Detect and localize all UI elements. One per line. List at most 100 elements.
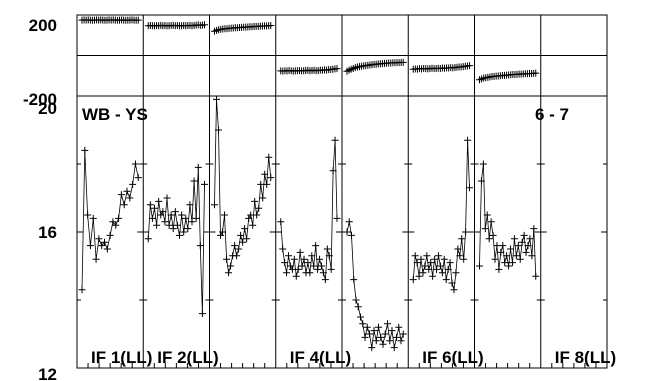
data-point [89,214,97,222]
series-amp-col-3 [211,95,275,277]
data-point [366,330,373,338]
data-point [194,163,202,171]
data-point [283,269,291,277]
data-point [487,218,495,226]
data-point [411,252,419,260]
data-point [215,126,223,134]
data-point [399,58,407,66]
data-point [201,21,208,29]
data-point [131,160,139,168]
series-line [147,167,205,314]
data-point [277,218,285,226]
data-point [159,208,167,216]
data-point [397,337,405,345]
data-point [375,323,382,331]
data-point [294,265,302,273]
data-point [292,272,300,280]
data-point [188,218,196,226]
data-point [456,252,464,260]
data-point [81,146,89,154]
series-phase-col-4 [277,65,341,75]
data-point [354,303,362,311]
data-point [117,191,125,199]
series-phase-col-5 [343,58,407,75]
data-point [190,177,198,185]
y-tick-label-amp-mid: 16 [38,223,57,242]
data-point [417,255,425,263]
data-point [433,265,441,273]
data-point [377,333,385,341]
data-point [317,262,325,270]
data-point [508,259,516,267]
data-point [466,62,473,70]
data-point [477,177,485,185]
series-line [81,150,139,290]
data-point [464,136,472,144]
data-point [350,276,358,284]
data-point [255,204,263,212]
y-tick-label-amp-bottom: 12 [38,365,57,381]
data-point [120,201,128,209]
data-point [323,245,331,253]
data-point [213,95,221,103]
data-point [304,259,312,267]
data-point [436,262,444,270]
data-point [223,255,231,263]
series-amp-col-1 [78,146,142,294]
data-point [386,337,394,345]
data-point [84,211,92,219]
data-point [219,228,227,236]
data-point [421,262,429,270]
data-point [348,231,355,239]
data-point [370,327,378,335]
series-amp-col-2 [144,163,208,318]
data-point [452,269,460,277]
data-point [384,320,391,328]
data-point [458,235,466,243]
data-point [495,265,503,273]
data-point [507,245,515,253]
panel-frames [76,14,608,369]
data-point [388,327,396,335]
series-amp-col-4 [277,136,341,284]
data-point [395,323,403,331]
data-point [182,214,190,222]
data-point [263,180,271,188]
series-phase-col-3 [211,22,275,35]
data-point [281,259,289,267]
data-point [466,184,473,192]
data-point [267,174,275,182]
grid-lines [77,55,607,368]
data-point [425,265,433,273]
data-point [321,276,329,284]
data-point [532,272,540,280]
data-point [343,228,351,236]
data-point [78,286,86,294]
data-point [423,252,431,260]
data-point [163,194,171,202]
column-label-2: IF 2(LL) [157,348,218,367]
data-point [225,269,233,277]
data-point [393,333,400,341]
data-point [352,296,360,304]
data-point [296,248,304,256]
data-point [196,242,204,250]
data-point [528,252,536,260]
data-point [314,265,322,273]
data-point [167,211,175,219]
data-point [379,340,387,348]
data-point [413,259,421,267]
data-point [331,136,339,144]
data-point [106,231,114,239]
y-tick-label-phase-bottom: -200 [23,90,57,109]
data-point [325,252,333,260]
data-point [221,211,229,219]
data-point [518,238,526,246]
data-point [497,248,505,256]
data-point [211,201,218,209]
data-point [298,262,306,270]
data-point [316,255,324,263]
series-phase-col-2 [144,21,208,30]
